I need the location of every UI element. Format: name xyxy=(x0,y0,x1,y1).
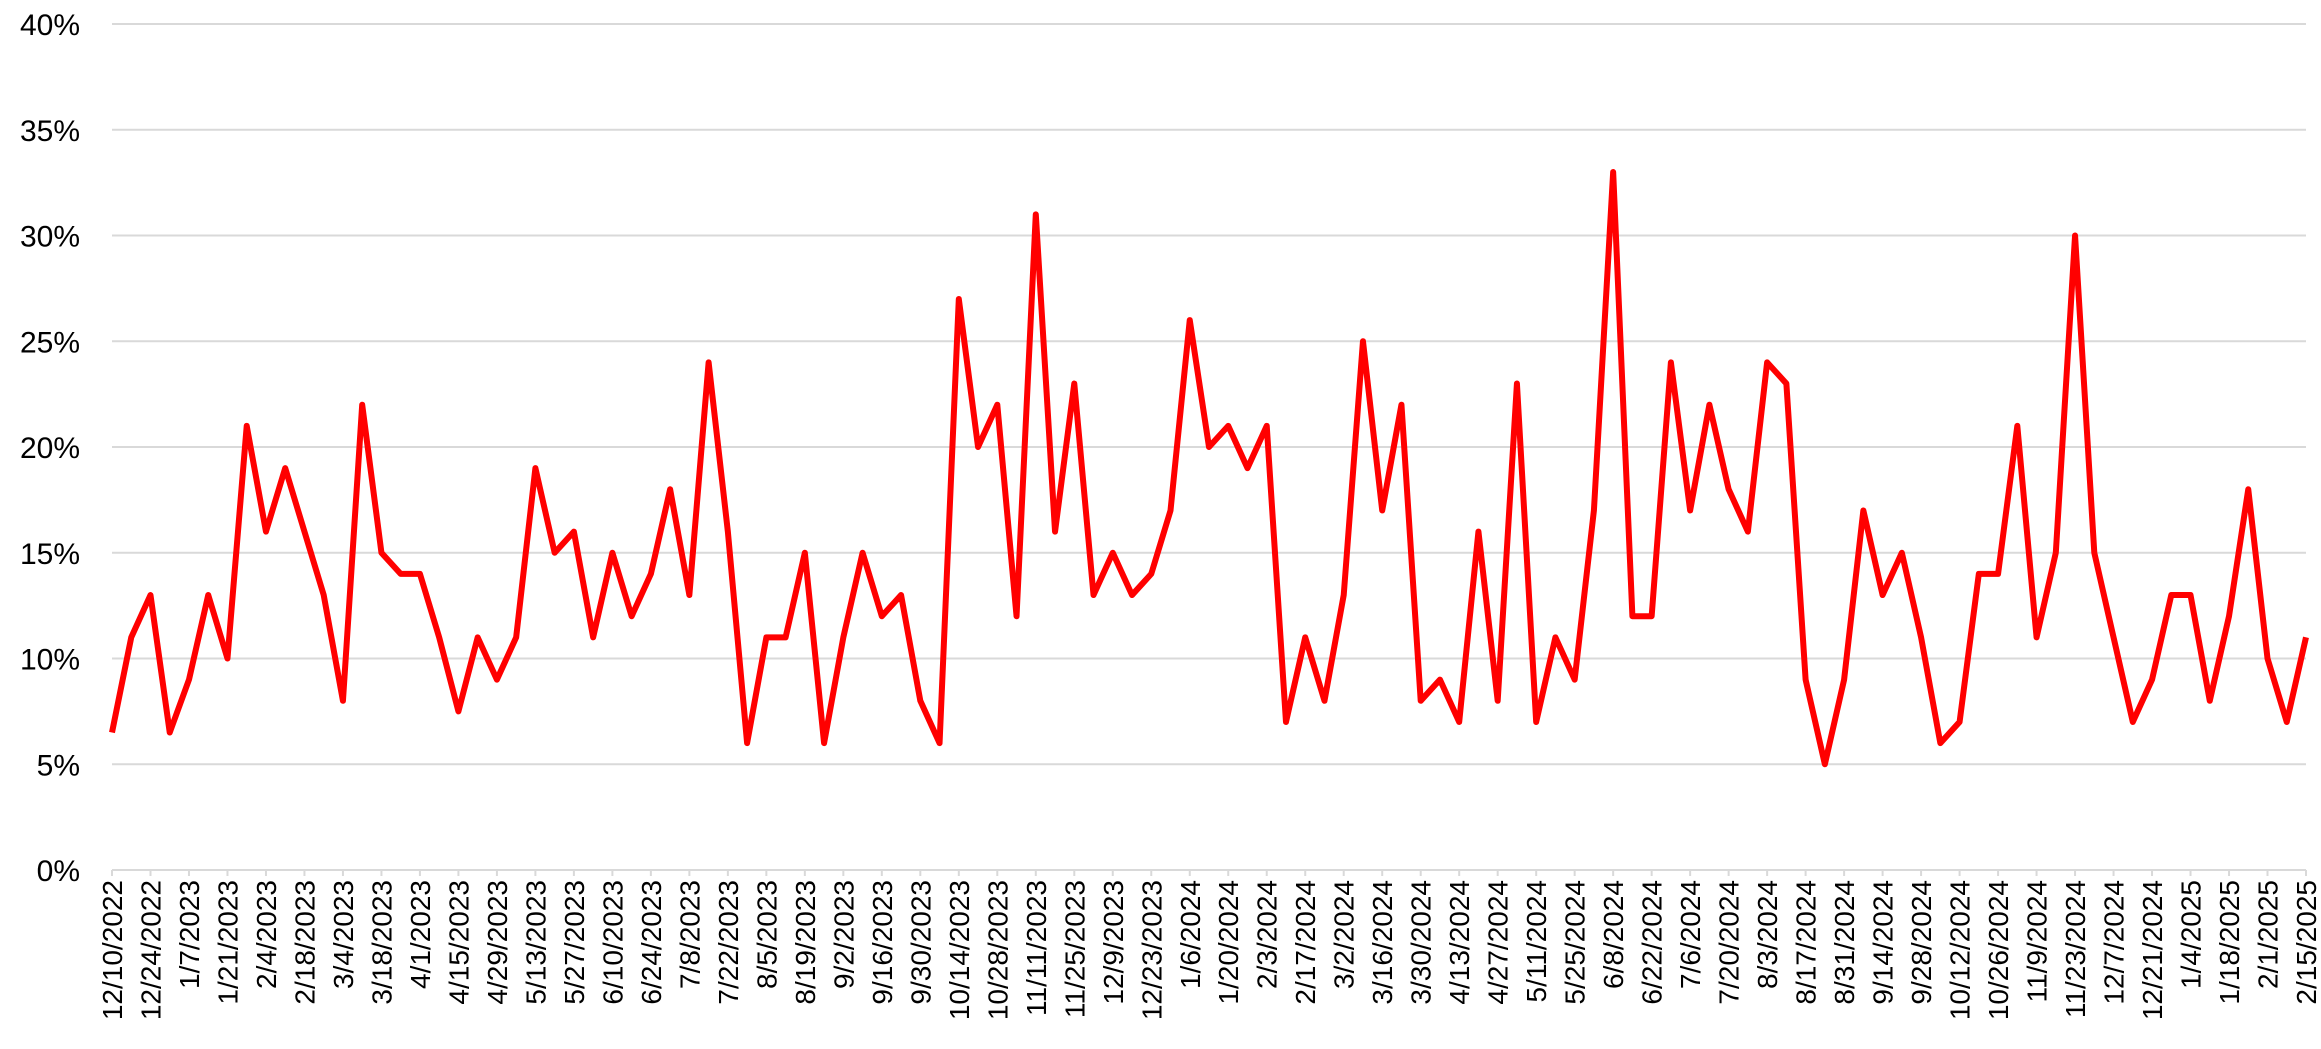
x-tick-label: 2/18/2023 xyxy=(289,880,320,1005)
x-tick-label: 2/15/2025 xyxy=(2291,880,2321,1005)
x-tick-label: 11/25/2023 xyxy=(1059,880,1090,1018)
x-tick-label: 7/8/2023 xyxy=(674,880,705,989)
x-tick-label: 8/19/2023 xyxy=(790,880,821,1005)
x-tick-label: 3/30/2024 xyxy=(1406,880,1437,1005)
x-tick-label: 5/13/2023 xyxy=(520,880,551,1005)
x-tick-label: 5/27/2023 xyxy=(559,880,590,1005)
x-tick-label: 10/26/2024 xyxy=(1983,880,2014,1020)
x-tick-label: 3/16/2024 xyxy=(1367,880,1398,1005)
y-tick-label: 35% xyxy=(20,115,80,148)
y-tick-label: 40% xyxy=(20,9,80,42)
x-tick-label: 1/21/2023 xyxy=(212,880,243,1005)
y-tick-label: 30% xyxy=(20,221,80,254)
x-tick-label: 1/6/2024 xyxy=(1175,880,1206,989)
line-series xyxy=(109,169,2309,768)
x-tick-label: 2/3/2024 xyxy=(1252,880,1283,989)
x-tick-label: 12/10/2022 xyxy=(97,880,128,1020)
x-tick-label: 3/2/2024 xyxy=(1329,880,1360,989)
x-tick-label: 12/21/2024 xyxy=(2137,880,2168,1020)
x-tick-label: 1/18/2025 xyxy=(2214,880,2245,1005)
x-tick-label: 12/7/2024 xyxy=(2099,880,2130,1005)
x-tick-label: 3/18/2023 xyxy=(366,880,397,1005)
x-tick-label: 1/4/2025 xyxy=(2176,880,2207,989)
x-tick-label: 1/20/2024 xyxy=(1213,880,1244,1005)
x-tick-label: 6/10/2023 xyxy=(597,880,628,1005)
x-tick-label: 3/4/2023 xyxy=(328,880,359,989)
x-tick-label: 8/5/2023 xyxy=(751,880,782,989)
y-tick-label: 0% xyxy=(37,855,80,888)
x-tick-label: 10/28/2023 xyxy=(982,880,1013,1020)
x-tick-label: 2/1/2025 xyxy=(2253,880,2284,989)
x-tick-label: 10/14/2023 xyxy=(944,880,975,1020)
x-tick-label: 7/6/2024 xyxy=(1675,880,1706,989)
x-tick-label: 4/13/2024 xyxy=(1444,880,1475,1005)
x-tick-label: 12/23/2023 xyxy=(1136,880,1167,1020)
y-tick-label: 5% xyxy=(37,749,80,782)
x-tick-label: 9/30/2023 xyxy=(905,880,936,1005)
x-tick-label: 2/17/2024 xyxy=(1290,880,1321,1005)
x-tick-label: 11/9/2024 xyxy=(2022,880,2053,1003)
y-tick-label: 10% xyxy=(20,644,80,677)
x-tick-label: 4/29/2023 xyxy=(482,880,513,1005)
x-tick-label: 4/27/2024 xyxy=(1483,880,1514,1005)
x-tick-label: 1/7/2023 xyxy=(174,880,205,989)
x-tick-label: 6/22/2024 xyxy=(1637,880,1668,1005)
x-tick-label: 7/20/2024 xyxy=(1714,880,1745,1005)
x-tick-label: 9/14/2024 xyxy=(1868,880,1899,1005)
y-tick-label: 25% xyxy=(20,326,80,359)
x-tick-label: 11/23/2024 xyxy=(2060,880,2091,1018)
x-tick-label: 8/31/2024 xyxy=(1829,880,1860,1005)
x-tick-label: 4/1/2023 xyxy=(405,880,436,989)
x-tick-label: 5/25/2024 xyxy=(1560,880,1591,1005)
y-tick-label: 15% xyxy=(20,538,80,571)
x-tick-label: 12/9/2023 xyxy=(1098,880,1129,1005)
x-tick-label: 8/3/2024 xyxy=(1752,880,1783,989)
x-tick-label: 10/12/2024 xyxy=(1945,880,1976,1020)
x-tick-label: 6/24/2023 xyxy=(636,880,667,1005)
x-tick-label: 11/11/2023 xyxy=(1021,880,1052,1016)
x-tick-label: 4/15/2023 xyxy=(443,880,474,1005)
y-tick-label: 20% xyxy=(20,432,80,465)
x-tick-label: 9/16/2023 xyxy=(867,880,898,1005)
x-tick-label: 9/2/2023 xyxy=(828,880,859,989)
x-tick-label: 12/24/2022 xyxy=(135,880,166,1020)
x-tick-label: 6/8/2024 xyxy=(1598,880,1629,989)
x-tick-label: 5/11/2024 xyxy=(1521,880,1552,1003)
x-tick-label: 8/17/2024 xyxy=(1791,880,1822,1005)
x-tick-label: 2/4/2023 xyxy=(251,880,282,989)
x-tick-label: 7/22/2023 xyxy=(713,880,744,1005)
x-tick-label: 9/28/2024 xyxy=(1906,880,1937,1005)
